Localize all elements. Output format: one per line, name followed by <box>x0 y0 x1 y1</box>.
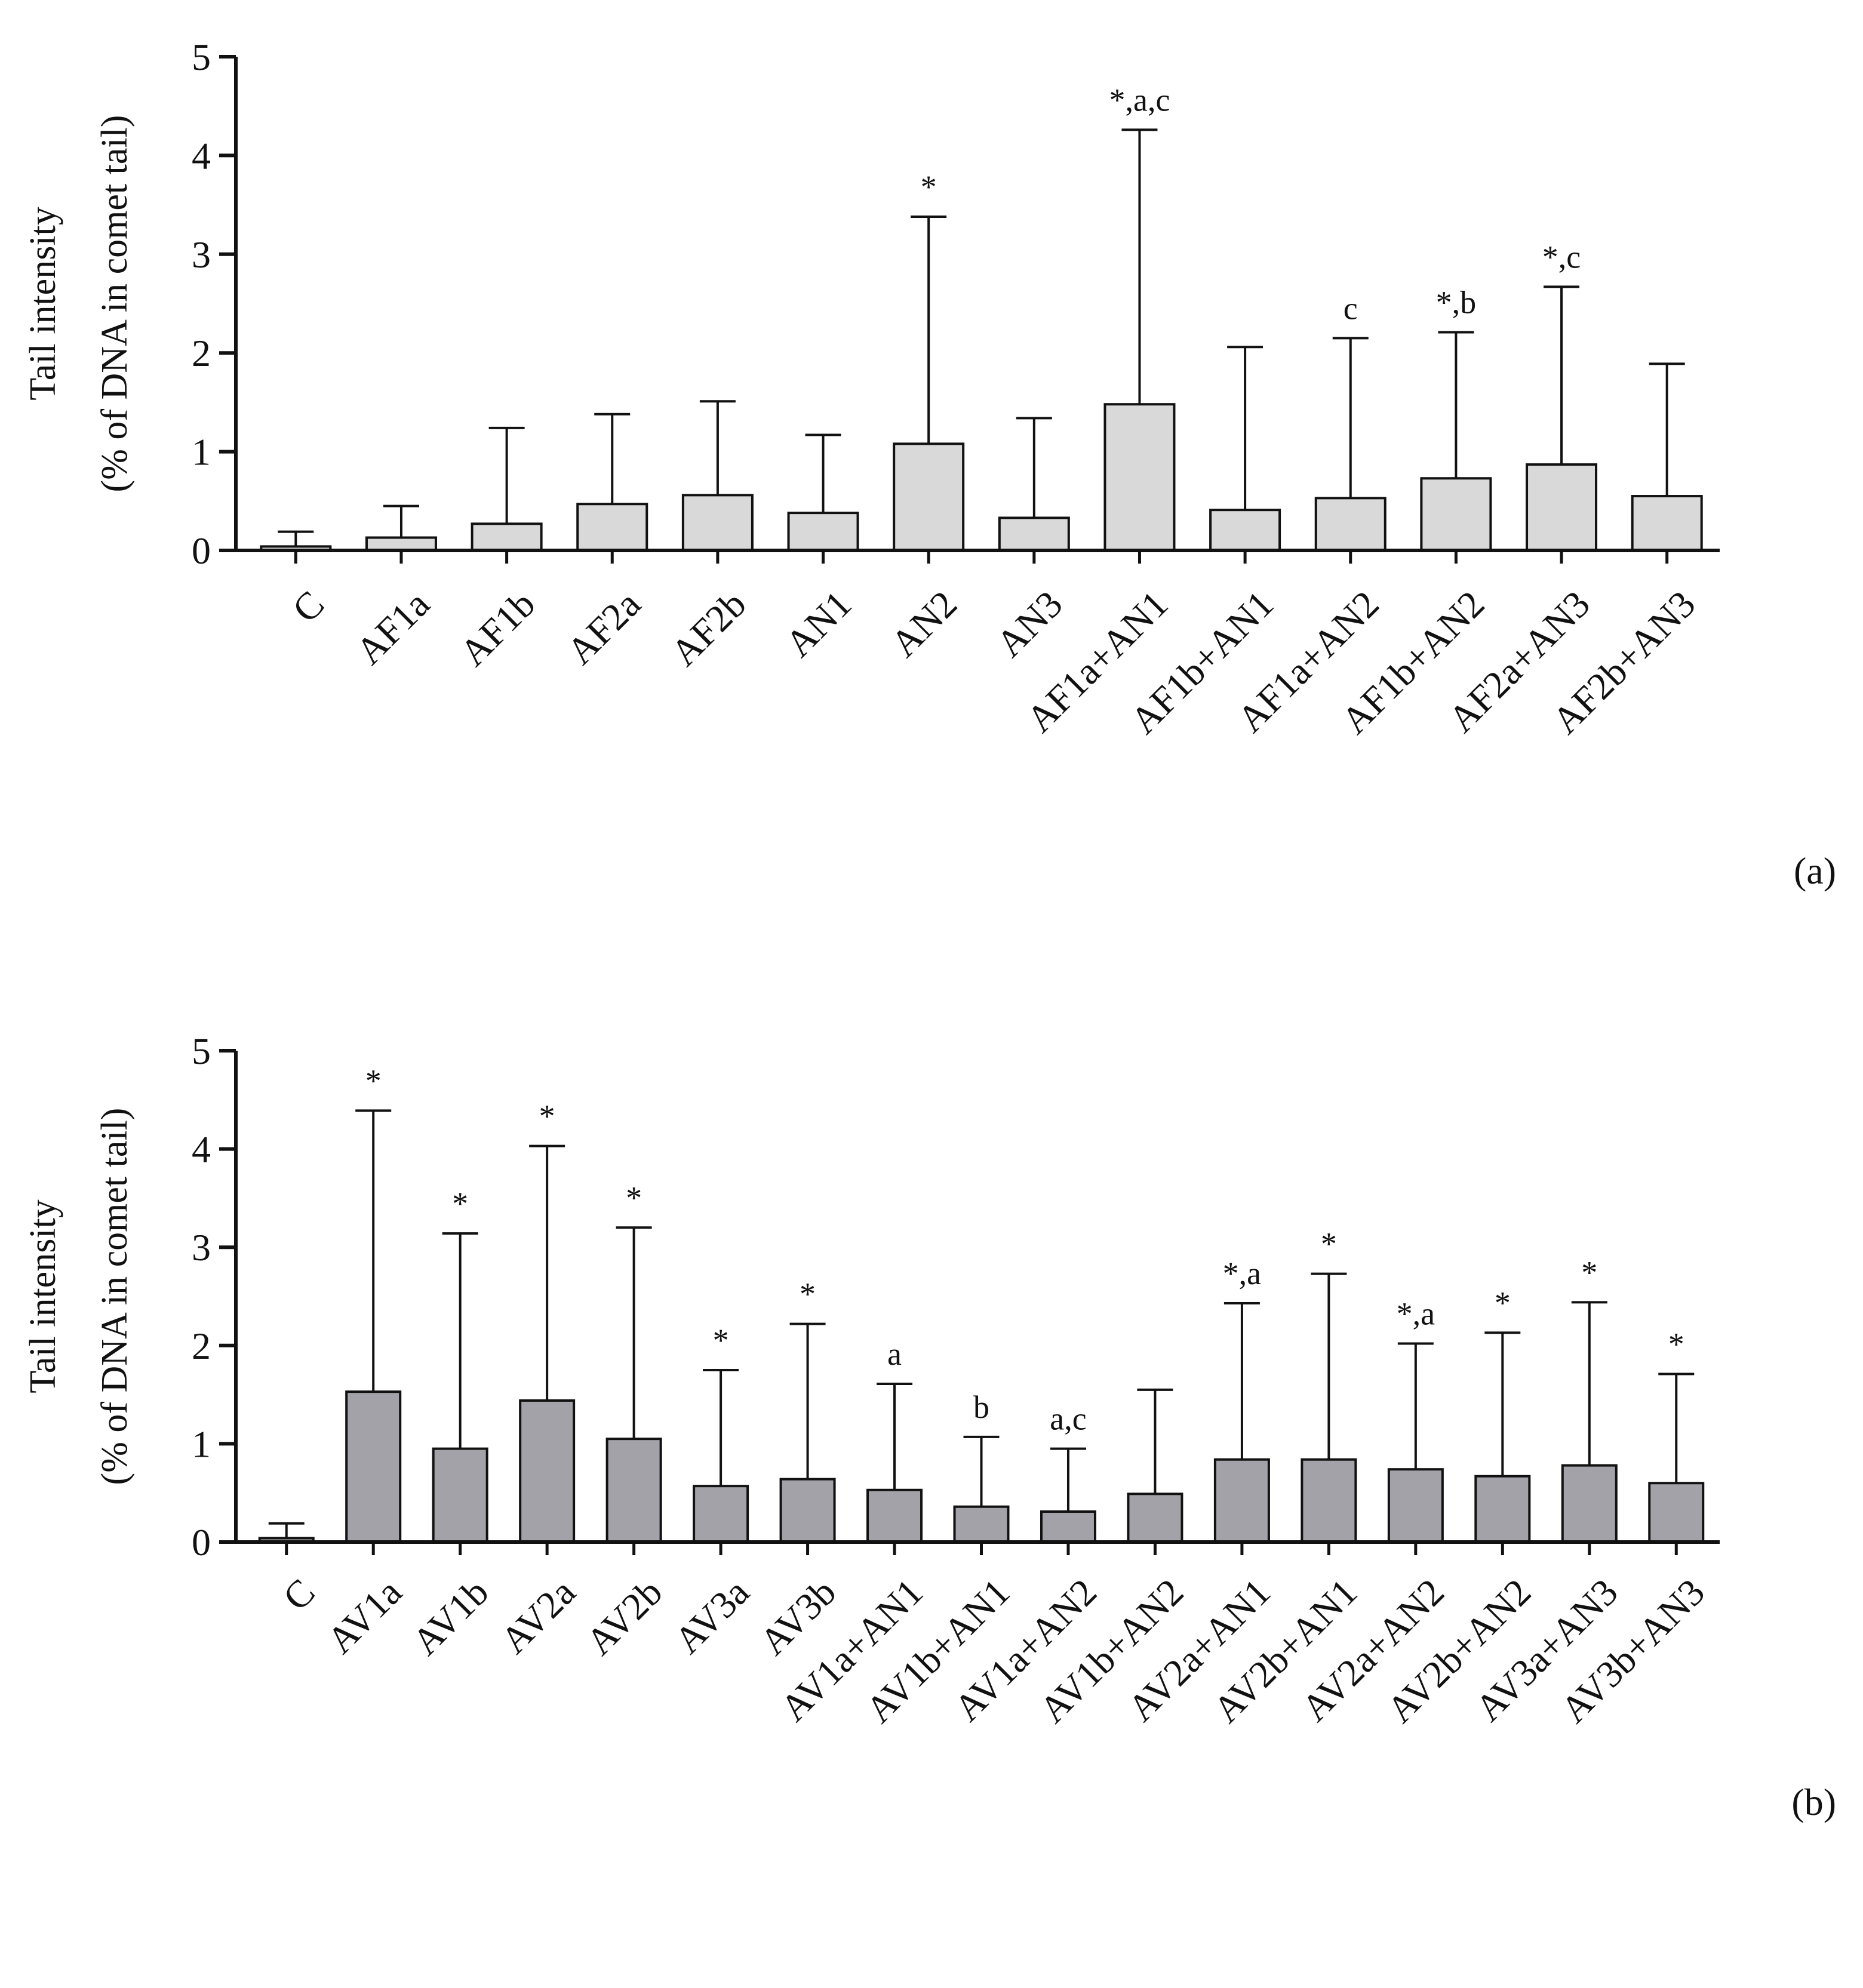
category-label: C <box>275 1571 322 1618</box>
bar <box>998 516 1070 552</box>
y-tick-label: 0 <box>192 1521 211 1564</box>
y-axis-title-line1: Tail intensity <box>23 207 63 401</box>
category-label: AN3 <box>988 583 1071 665</box>
y-tick-label: 4 <box>192 1128 211 1171</box>
category-label: AF2b <box>663 583 754 674</box>
category-label: C <box>284 583 332 630</box>
bar <box>365 536 437 552</box>
significance-label: a <box>887 1336 902 1372</box>
bar <box>1127 1492 1183 1543</box>
bar <box>1474 1475 1531 1544</box>
significance-label: c <box>1344 290 1358 326</box>
y-tick-label: 3 <box>192 233 211 276</box>
y-tick-label: 1 <box>192 431 211 473</box>
y-tick-label: 5 <box>192 1030 211 1072</box>
category-label: AV1b <box>404 1571 497 1663</box>
category-label: AV2b <box>578 1571 671 1663</box>
category-label: AV1a <box>319 1571 410 1661</box>
chart-panel-b: 0 1 2 3 4 5 Tail intensity (% of DNA in comet t… <box>23 1030 1836 1823</box>
category-label: AV3a <box>666 1571 757 1661</box>
significance-label: * <box>1581 1254 1597 1290</box>
y-tick-label: 0 <box>192 530 211 572</box>
significance-label: *,a <box>1397 1296 1435 1332</box>
category-label: AV2a <box>493 1571 583 1661</box>
significance-label: * <box>1495 1285 1511 1321</box>
bar <box>1561 1464 1618 1544</box>
bar <box>432 1447 488 1543</box>
significance-label: * <box>800 1276 816 1312</box>
bar <box>1314 497 1387 552</box>
bar <box>1040 1510 1096 1544</box>
bar <box>1387 1468 1444 1544</box>
significance-label: * <box>365 1063 382 1098</box>
significance-label: * <box>452 1186 468 1221</box>
significance-label: * <box>713 1322 729 1358</box>
y-tick-label: 5 <box>192 36 211 78</box>
bar <box>953 1505 1010 1543</box>
category-label: AN2 <box>883 583 965 665</box>
significance-label: *,a <box>1223 1255 1262 1291</box>
significance-label: * <box>626 1180 642 1215</box>
panel-label: (b) <box>1791 1781 1836 1823</box>
significance-label: *,a,c <box>1109 82 1170 118</box>
bar <box>1301 1458 1357 1544</box>
significance-label: * <box>1668 1327 1684 1362</box>
chart-panel-a: 0 1 2 3 4 5 Tail intensity (% of DNA in comet t… <box>23 36 1836 892</box>
significance-label: * <box>921 169 937 205</box>
significance-label: a,c <box>1050 1401 1086 1437</box>
bar <box>605 1438 662 1543</box>
y-tick-label: 3 <box>192 1226 211 1269</box>
significance-label: *,c <box>1542 239 1581 275</box>
bar <box>681 494 754 552</box>
significance-label: b <box>973 1389 989 1425</box>
bar <box>866 1488 923 1543</box>
bar <box>1209 509 1281 552</box>
bar <box>693 1485 749 1543</box>
bar <box>1648 1482 1705 1543</box>
y-tick-label: 1 <box>192 1423 211 1465</box>
y-tick-label: 4 <box>192 134 211 177</box>
bar <box>1526 463 1598 552</box>
y-axis-title-line1: Tail intensity <box>23 1199 63 1393</box>
significance-label: *,b <box>1436 284 1477 320</box>
bar <box>1631 495 1703 552</box>
category-label: AF1b <box>451 583 543 674</box>
y-tick-label: 2 <box>192 332 211 374</box>
significance-label: * <box>539 1098 555 1134</box>
category-label: AF2a <box>558 583 648 673</box>
y-axis-title-line2: (% of DNA in comet tail) <box>94 115 135 493</box>
bar <box>779 1478 836 1544</box>
y-axis-title-line2: (% of DNA in comet tail) <box>94 1108 135 1485</box>
bar <box>1213 1458 1270 1544</box>
y-tick-label: 2 <box>192 1325 211 1367</box>
category-label: AF1a <box>348 583 438 673</box>
bar <box>893 442 965 552</box>
bar <box>1420 477 1492 552</box>
bar <box>471 522 543 552</box>
bar <box>787 512 859 552</box>
bar <box>576 503 648 552</box>
bar <box>1103 403 1176 552</box>
bar <box>519 1399 576 1544</box>
bar <box>345 1390 402 1544</box>
significance-label: * <box>1321 1226 1337 1262</box>
category-label: AN1 <box>777 583 859 665</box>
panel-label: (a) <box>1794 850 1836 892</box>
